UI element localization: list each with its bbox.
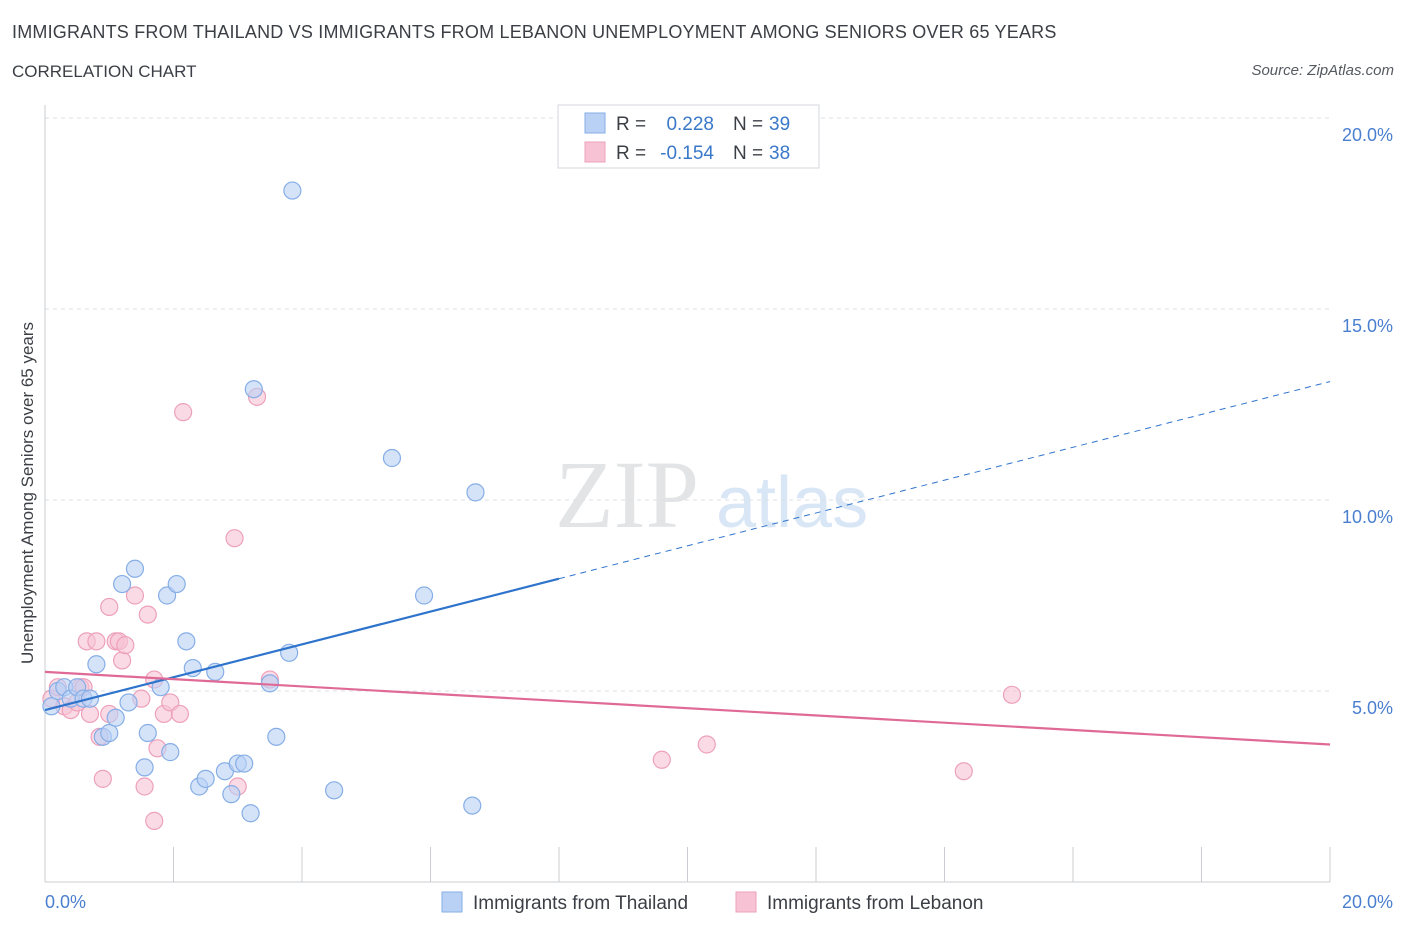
stats-n-label-lebanon: N = xyxy=(733,143,763,164)
stats-swatch-thailand xyxy=(584,112,606,134)
point-thailand xyxy=(267,727,286,746)
point-lebanon xyxy=(135,777,154,796)
point-thailand xyxy=(196,769,215,788)
point-thailand xyxy=(382,448,402,468)
x-tick-label-min: 0.0% xyxy=(45,892,86,912)
point-thailand xyxy=(414,586,434,605)
point-lebanon xyxy=(125,586,145,605)
legend: Immigrants from Thailand Immigrants from… xyxy=(441,891,984,914)
point-thailand xyxy=(235,754,254,773)
point-lebanon xyxy=(138,605,157,624)
point-lebanon xyxy=(225,529,244,548)
point-lebanon xyxy=(112,651,132,670)
source-credit: Source: ZipAtlas.com xyxy=(1251,62,1394,79)
point-thailand xyxy=(177,632,196,651)
y-tick-label: 15.0% xyxy=(1342,316,1393,336)
stats-r-label-thailand: R = xyxy=(616,114,646,135)
legend-label-lebanon: Immigrants from Lebanon xyxy=(767,893,984,914)
series-thailand-points xyxy=(42,181,485,823)
point-thailand xyxy=(112,574,132,594)
legend-swatch-lebanon xyxy=(735,891,757,913)
trend-line-lebanon xyxy=(44,670,1331,746)
point-lebanon xyxy=(93,769,112,788)
y-tick-label: 10.0% xyxy=(1342,507,1393,527)
point-thailand xyxy=(463,796,482,815)
chart-title: IMMIGRANTS FROM THAILAND VS IMMIGRANTS F… xyxy=(12,22,1057,42)
point-lebanon xyxy=(116,636,135,655)
stats-r-value-thailand: 0.228 xyxy=(666,114,714,135)
point-thailand xyxy=(244,380,263,399)
point-thailand xyxy=(167,574,186,594)
watermark-atlas: atlas xyxy=(716,463,868,543)
x-tick-label-max: 20.0% xyxy=(1342,892,1393,912)
point-lebanon xyxy=(145,811,164,830)
chart-subtitle: CORRELATION CHART xyxy=(12,62,197,81)
stats-box: R = 0.228 N = 39 R = -0.154 N = 38 xyxy=(557,104,820,169)
point-thailand xyxy=(138,723,157,743)
point-lebanon xyxy=(1002,685,1022,704)
point-thailand xyxy=(87,655,106,674)
point-thailand xyxy=(466,483,485,502)
y-axis-label: Unemployment Among Seniors over 65 years xyxy=(18,322,37,664)
point-thailand xyxy=(161,743,180,762)
point-lebanon xyxy=(100,597,119,617)
x-axis-ticks xyxy=(173,847,1331,882)
y-tick-label: 5.0% xyxy=(1352,698,1393,718)
trend-line-thailand-extrapolated xyxy=(558,381,1331,580)
y-tick-labels: 5.0% 10.0% 15.0% 20.0% xyxy=(1342,125,1393,718)
point-thailand xyxy=(119,693,138,712)
point-thailand xyxy=(106,708,125,727)
stats-swatch-lebanon xyxy=(584,141,606,163)
legend-swatch-thailand xyxy=(441,891,463,913)
watermark: ZIP atlas xyxy=(555,441,868,548)
stats-n-value-thailand: 39 xyxy=(769,114,790,135)
point-thailand xyxy=(125,559,145,578)
point-thailand xyxy=(222,785,241,804)
point-lebanon xyxy=(652,750,671,769)
point-thailand xyxy=(283,181,302,200)
trend-line-thailand xyxy=(44,577,560,712)
stats-n-value-lebanon: 38 xyxy=(769,143,790,164)
point-thailand xyxy=(100,723,119,743)
point-lebanon xyxy=(954,762,973,781)
point-lebanon xyxy=(80,704,100,724)
y-tick-label: 20.0% xyxy=(1342,125,1393,145)
point-thailand xyxy=(135,758,154,777)
point-thailand xyxy=(325,781,344,800)
stats-r-label-lebanon: R = xyxy=(616,143,646,164)
grid-lines xyxy=(45,117,1330,692)
trend-lines xyxy=(44,381,1331,746)
point-lebanon xyxy=(170,704,190,724)
series-lebanon-points xyxy=(42,387,1022,830)
stats-r-value-lebanon: -0.154 xyxy=(660,143,714,164)
legend-label-thailand: Immigrants from Thailand xyxy=(473,893,688,914)
point-thailand xyxy=(241,804,260,823)
point-lebanon xyxy=(697,735,716,754)
stats-n-label-thailand: N = xyxy=(733,114,763,135)
point-lebanon xyxy=(87,632,106,651)
watermark-zip: ZIP xyxy=(555,441,699,548)
point-lebanon xyxy=(174,403,193,422)
